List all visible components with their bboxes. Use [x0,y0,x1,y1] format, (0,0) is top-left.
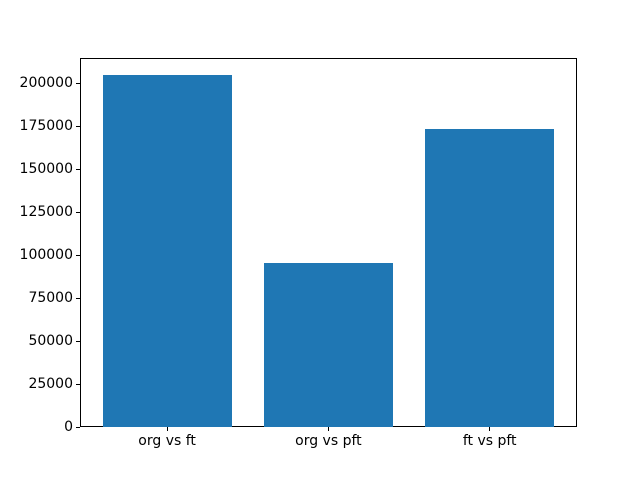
y-tick-mark [76,254,80,256]
y-tick-label: 0 [64,419,73,436]
y-tick-label: 150000 [19,161,73,178]
x-tick-mark [327,427,329,432]
y-tick-mark [76,82,80,84]
y-tick-label: 25000 [28,376,73,393]
x-tick-label: org vs pft [295,433,362,450]
y-tick-mark [76,211,80,213]
y-tick-mark [76,168,80,170]
y-tick-mark [76,297,80,299]
y-tick-mark [76,383,80,385]
y-tick-label: 200000 [19,75,73,92]
x-tick-mark [166,427,168,432]
y-tick-mark [76,340,80,342]
y-tick-label: 125000 [19,204,73,221]
x-tick-mark [489,427,491,432]
x-tick-label: org vs ft [138,433,196,450]
y-tick-label: 100000 [19,247,73,264]
bar-org-vs-ft [102,74,232,428]
y-tick-label: 75000 [28,290,73,307]
y-tick-mark [76,426,80,428]
y-tick-label: 175000 [19,118,73,135]
y-tick-label: 50000 [28,333,73,350]
bar-ft-vs-pft [425,128,555,428]
x-tick-label: ft vs pft [462,433,517,450]
bar-org-vs-pft [263,262,393,428]
y-tick-mark [76,125,80,127]
